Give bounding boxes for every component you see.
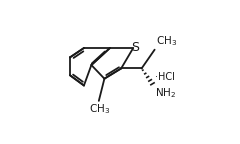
Text: NH$_2$: NH$_2$ <box>155 86 176 100</box>
Text: ·HCl: ·HCl <box>155 72 174 82</box>
Text: CH$_3$: CH$_3$ <box>89 103 110 116</box>
Text: CH$_3$: CH$_3$ <box>156 34 177 48</box>
Text: S: S <box>131 41 139 54</box>
